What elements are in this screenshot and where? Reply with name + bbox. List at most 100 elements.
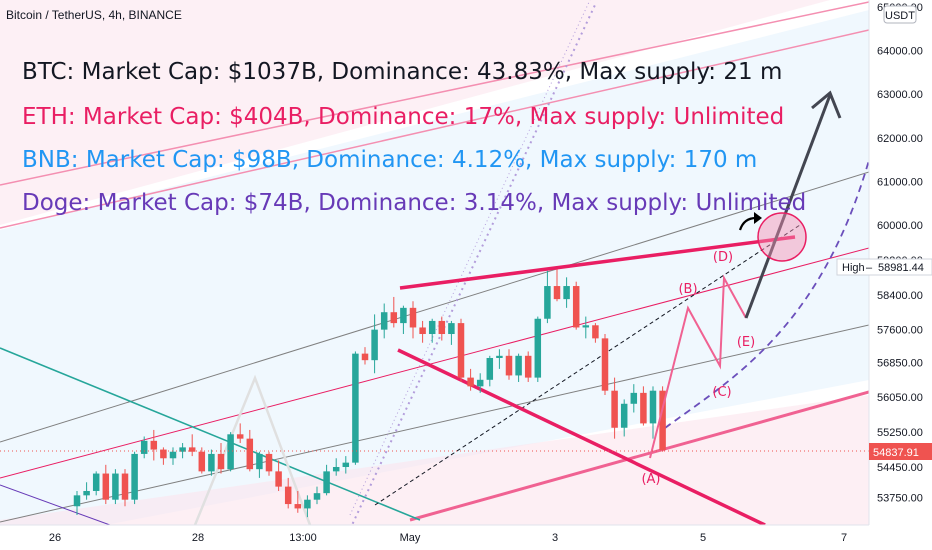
currency-badge[interactable] bbox=[883, 5, 917, 24]
candle bbox=[83, 482, 90, 500]
candle-body bbox=[611, 390, 618, 428]
candle-body bbox=[659, 390, 666, 451]
time-tick-label: 5 bbox=[700, 532, 706, 544]
candle-body bbox=[304, 499, 311, 509]
annotation-bnb: BNB: Market Cap: $98B, Dominance: 4.12%,… bbox=[22, 147, 757, 173]
candle-body bbox=[582, 325, 590, 328]
candle-body bbox=[553, 286, 561, 300]
candle bbox=[198, 447, 206, 474]
candle-body bbox=[140, 440, 148, 454]
candle-body bbox=[457, 323, 465, 378]
breakout-circle bbox=[757, 212, 807, 262]
candle-body bbox=[112, 473, 119, 500]
candle-body bbox=[121, 473, 129, 500]
pink-channel-line-2 bbox=[0, 29, 869, 229]
candle bbox=[342, 456, 350, 474]
candle-body bbox=[438, 320, 446, 335]
gray-triangle bbox=[193, 374, 312, 525]
candle bbox=[275, 460, 282, 491]
candle bbox=[572, 281, 580, 330]
high-marker-box bbox=[836, 258, 932, 276]
candle-body bbox=[515, 355, 522, 376]
candle-body bbox=[544, 286, 551, 319]
candle bbox=[553, 269, 561, 302]
price-tick-label: 60000.00 bbox=[877, 220, 923, 232]
candle-body bbox=[592, 325, 599, 339]
high-marker-value: 58981.44 bbox=[878, 262, 924, 274]
candle bbox=[150, 429, 158, 461]
candle bbox=[640, 386, 647, 426]
candle bbox=[265, 451, 273, 476]
time-tick-label: 3 bbox=[552, 532, 558, 544]
candle bbox=[496, 349, 503, 369]
candle-body bbox=[179, 447, 186, 452]
candle bbox=[112, 469, 119, 505]
candle-body bbox=[534, 318, 542, 378]
purple-trend-line bbox=[0, 484, 111, 525]
price-axis-ticks: 53750.00 54450.00 55250.00 56050.00 56850.00… bbox=[877, 2, 923, 505]
candle bbox=[649, 386, 657, 439]
pink-pattern-zone bbox=[0, 395, 869, 525]
candle-body bbox=[198, 451, 206, 472]
candle bbox=[179, 443, 186, 459]
gray-channel-upper bbox=[0, 171, 869, 443]
candle-body bbox=[188, 447, 196, 452]
elliott-wave-path bbox=[649, 274, 747, 459]
candle-body bbox=[563, 286, 570, 300]
candle-body bbox=[275, 471, 282, 487]
candle-body bbox=[227, 434, 234, 470]
price-tick-label: 56850.00 bbox=[877, 357, 923, 369]
price-tick-label: 53750.00 bbox=[877, 493, 923, 505]
candle-body bbox=[352, 353, 359, 463]
candle bbox=[457, 318, 465, 382]
candle bbox=[246, 429, 254, 472]
candle-body bbox=[390, 312, 398, 324]
candle bbox=[419, 320, 426, 343]
price-tick-label: 55250.00 bbox=[877, 427, 923, 439]
price-tick-label: 57600.00 bbox=[877, 325, 923, 337]
candle bbox=[92, 471, 100, 496]
candle-body bbox=[640, 392, 647, 424]
candle bbox=[140, 436, 148, 459]
candle bbox=[332, 458, 340, 476]
candle bbox=[73, 490, 81, 515]
price-tick-label: 61000.00 bbox=[877, 176, 923, 188]
candle bbox=[467, 368, 474, 391]
symbol-header[interactable]: Bitcoin / TetherUS, 4h, BINANCE bbox=[6, 8, 182, 22]
candle bbox=[524, 351, 532, 382]
wave-label-d: (D) bbox=[713, 250, 733, 265]
candle bbox=[505, 349, 513, 380]
candle-body bbox=[256, 453, 263, 470]
upper-pink-zone bbox=[0, 0, 830, 225]
candle bbox=[582, 316, 590, 339]
candle bbox=[294, 490, 302, 513]
candles-layer bbox=[73, 269, 666, 518]
candle bbox=[601, 334, 609, 396]
dashed-channel-line bbox=[374, 224, 801, 506]
candle-body bbox=[380, 312, 388, 330]
candle bbox=[284, 477, 292, 509]
candle-body bbox=[361, 353, 369, 361]
candle bbox=[121, 469, 129, 507]
high-marker-label: High bbox=[842, 262, 865, 274]
candle bbox=[486, 355, 494, 387]
annotation-block: BTC: Market Cap: $1037B, Dominance: 43.8… bbox=[22, 59, 806, 216]
candle-body bbox=[265, 453, 273, 472]
candle-body bbox=[572, 286, 580, 328]
candle-body bbox=[208, 453, 215, 472]
price-axis[interactable]: 53750.00 54450.00 55250.00 56050.00 56850.00… bbox=[836, 0, 932, 550]
time-tick-label: 7 bbox=[841, 532, 847, 544]
candle-body bbox=[83, 490, 90, 496]
high-marker-sep: – bbox=[866, 262, 873, 274]
candle-body bbox=[169, 451, 177, 459]
falling-line bbox=[397, 348, 766, 525]
candle bbox=[611, 377, 618, 439]
time-tick-label: 26 bbox=[49, 532, 61, 544]
time-axis[interactable]: 26 28 13:00 May 3 5 7 bbox=[0, 524, 869, 550]
price-tick-label: 62000.00 bbox=[877, 133, 923, 145]
candle bbox=[256, 451, 263, 478]
candle-body bbox=[601, 338, 609, 391]
candle-body bbox=[73, 495, 81, 507]
